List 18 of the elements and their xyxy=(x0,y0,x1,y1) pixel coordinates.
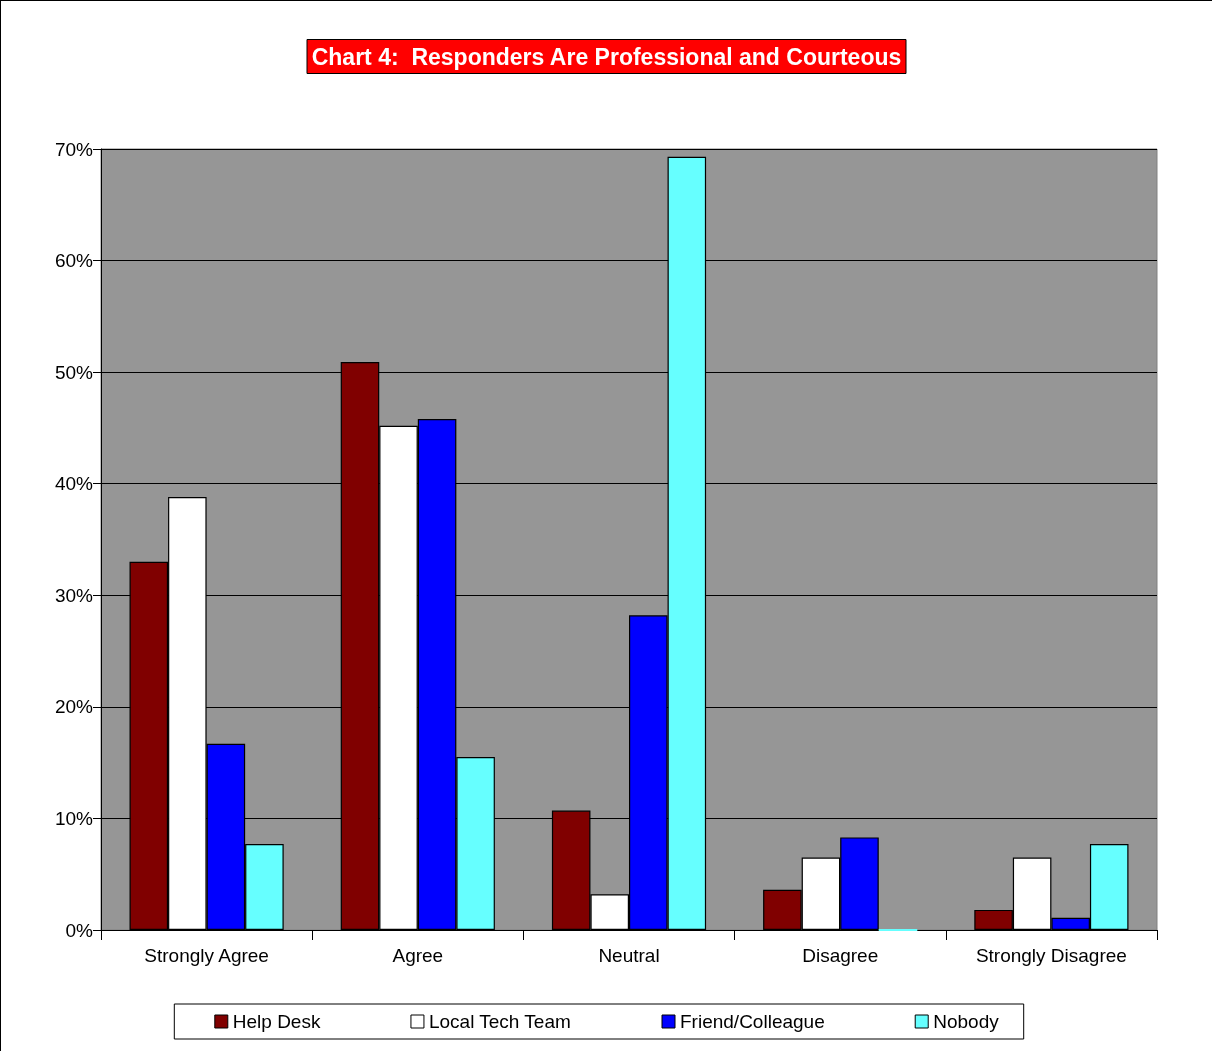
y-tick-label: 40% xyxy=(54,473,94,495)
x-tick-label: Strongly Agree xyxy=(144,945,269,966)
x-tick-label: Neutral xyxy=(598,945,660,966)
y-tick-label: 0% xyxy=(65,919,94,941)
chart-title: Chart 4: Responders Are Professional and Courteous xyxy=(311,43,902,70)
x-tick-label: Strongly Disagree xyxy=(975,945,1127,966)
x-tick-label: Disagree xyxy=(802,945,879,966)
x-tick-label: Agree xyxy=(392,945,444,966)
y-tick-label: 30% xyxy=(54,584,94,606)
y-tick-label: 70% xyxy=(54,138,94,160)
legend-label: Friend/Colleague xyxy=(680,1011,825,1032)
legend-label: Local Tech Team xyxy=(428,1011,571,1032)
legend-label: Nobody xyxy=(933,1011,1000,1032)
y-tick-label: 10% xyxy=(54,807,94,829)
y-tick-label: 20% xyxy=(54,696,94,718)
y-tick-label: 50% xyxy=(54,361,94,383)
y-tick-label: 60% xyxy=(54,250,94,272)
legend-label: Help Desk xyxy=(232,1011,321,1032)
